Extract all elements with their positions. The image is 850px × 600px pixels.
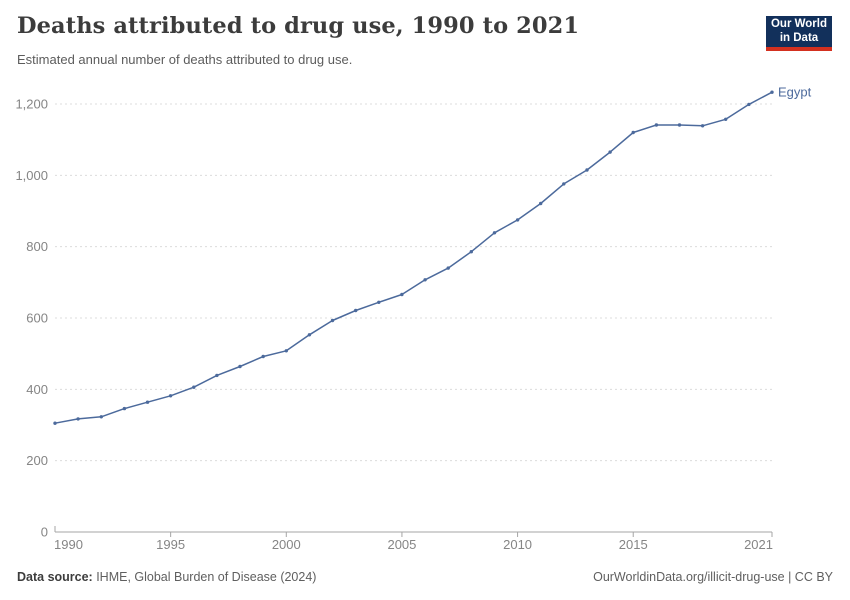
data-source-text: IHME, Global Burden of Disease (2024) <box>92 570 317 584</box>
x-tick-label: 1995 <box>156 537 185 552</box>
data-point <box>446 266 450 270</box>
data-point <box>145 400 150 404</box>
data-point <box>724 117 728 122</box>
y-tick-label: 0 <box>41 525 48 540</box>
x-tick-label: 2010 <box>503 537 532 552</box>
data-point <box>631 130 635 135</box>
data-point <box>423 278 427 282</box>
owid-logo-line2: in Data <box>779 31 819 44</box>
data-point <box>307 333 312 337</box>
data-point <box>99 415 104 419</box>
series-label: Egypt <box>778 85 812 100</box>
x-tick-label: 2000 <box>272 537 301 552</box>
x-tick-label: 2005 <box>387 537 416 552</box>
data-point <box>192 385 196 389</box>
data-point <box>562 182 566 186</box>
data-point <box>377 300 381 304</box>
x-tick-label: 2021 <box>744 537 773 552</box>
y-tick-label: 1,000 <box>15 168 48 183</box>
data-point <box>238 364 242 369</box>
owid-logo-line1: Our World <box>770 18 827 30</box>
data-point <box>122 406 127 411</box>
owid-logo: Our World in Data <box>766 16 832 51</box>
data-point <box>469 250 473 254</box>
y-tick-label: 1,200 <box>15 97 48 112</box>
y-tick-label: 600 <box>26 311 48 326</box>
data-source-label: Data source: <box>17 570 93 584</box>
data-source: Data source: IHME, Global Burden of Dise… <box>17 570 316 584</box>
data-point <box>168 394 173 398</box>
chart-subtitle: Estimated annual number of deaths attrib… <box>17 52 353 67</box>
data-point <box>492 231 497 235</box>
data-point <box>515 218 520 222</box>
data-point <box>53 421 57 425</box>
data-point <box>354 308 358 313</box>
data-point <box>261 354 265 359</box>
data-point <box>585 168 589 172</box>
data-point <box>215 373 219 378</box>
data-point <box>700 124 705 128</box>
data-point <box>76 417 80 421</box>
y-tick-label: 200 <box>26 453 48 468</box>
chart-footer: Data source: IHME, Global Burden of Dise… <box>17 570 833 584</box>
data-point <box>400 292 404 297</box>
footer-license-link[interactable]: OurWorldinData.org/illicit-drug-use | CC… <box>593 570 833 584</box>
data-point <box>770 90 774 94</box>
x-tick-label: 1990 <box>54 537 83 552</box>
data-point <box>539 201 543 206</box>
x-tick-label: 2015 <box>619 537 648 552</box>
data-point <box>330 318 335 323</box>
data-point <box>747 102 751 107</box>
data-point <box>284 349 288 353</box>
page-title: Deaths attributed to drug use, 1990 to 2… <box>17 13 580 39</box>
data-point <box>654 123 659 127</box>
y-tick-label: 400 <box>26 382 48 397</box>
data-point <box>608 150 612 154</box>
data-point <box>677 123 682 127</box>
series-line <box>54 91 773 424</box>
y-tick-label: 800 <box>26 239 48 254</box>
